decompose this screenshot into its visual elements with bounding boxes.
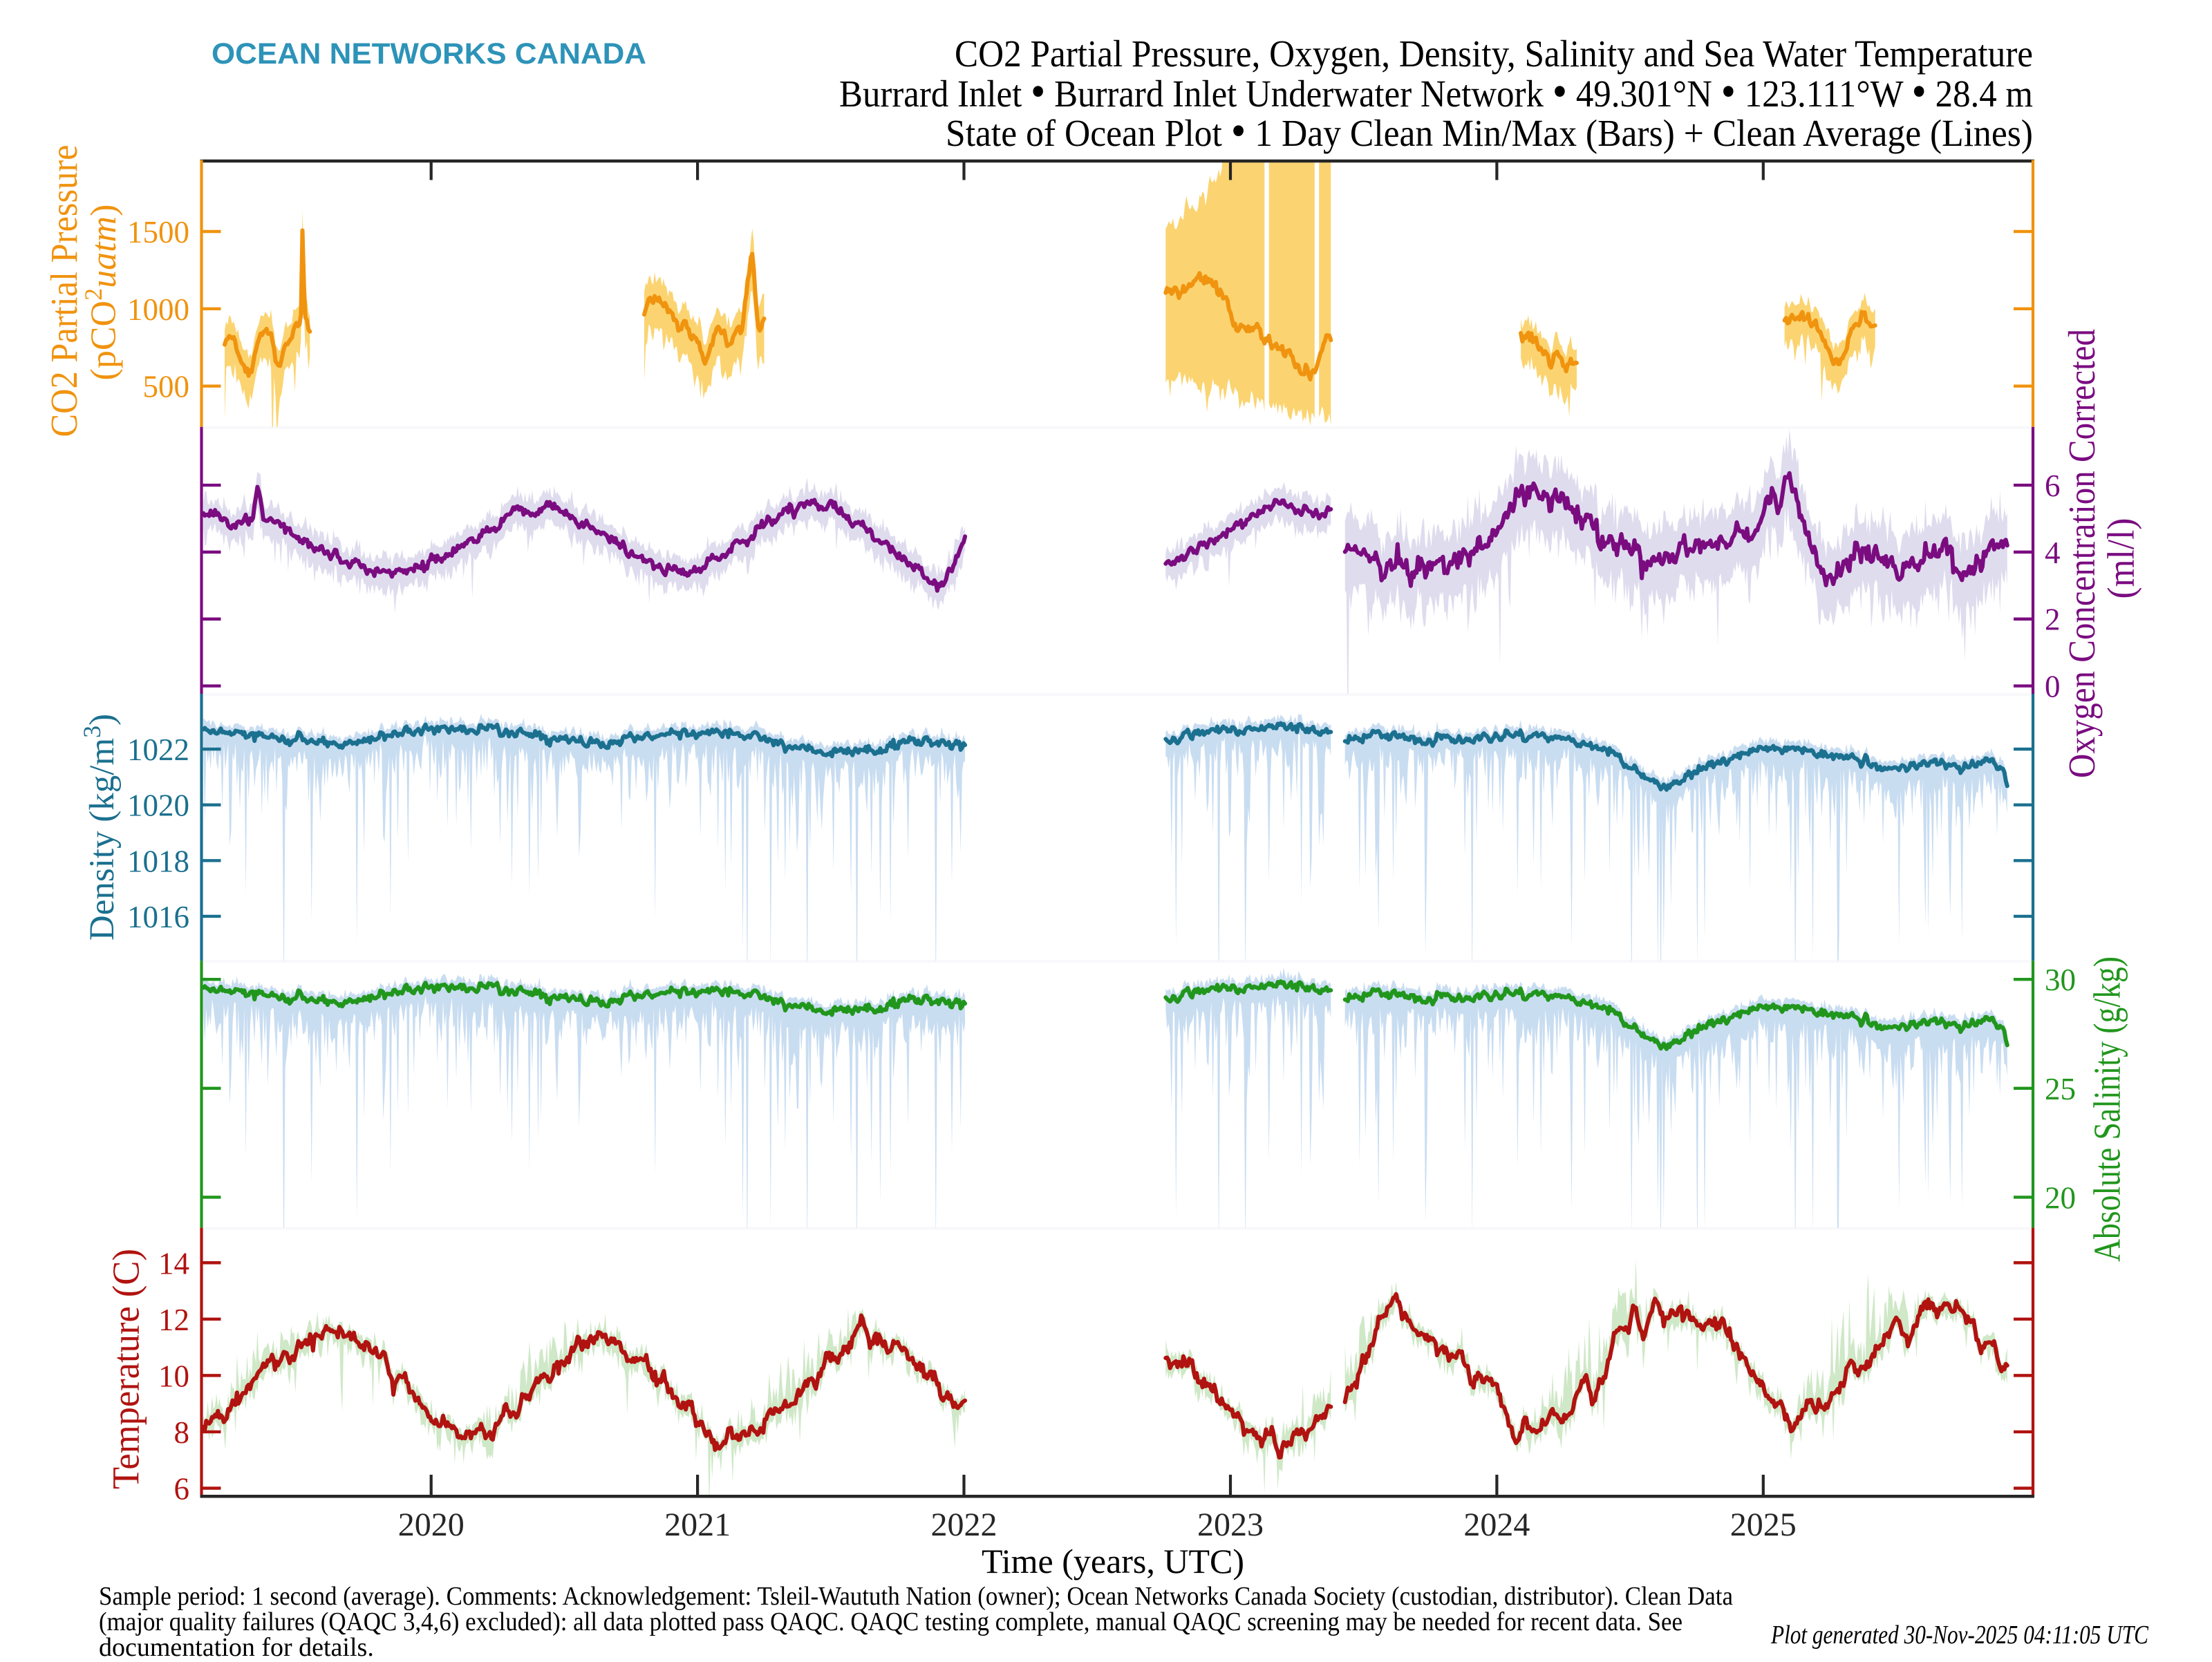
svg-text:Absolute Salinity (g/kg): Absolute Salinity (g/kg) — [2086, 956, 2128, 1262]
svg-text:Burrard Inlet • Burrard Inlet: Burrard Inlet • Burrard Inlet Underwater… — [839, 66, 2033, 117]
svg-text:6: 6 — [174, 1472, 190, 1507]
svg-text:2022: 2022 — [931, 1507, 997, 1543]
svg-text:CO2 Partial Pressure: CO2 Partial Pressure — [43, 145, 85, 437]
svg-text:12: 12 — [158, 1303, 189, 1337]
svg-text:0: 0 — [2045, 670, 2061, 704]
svg-text:2023: 2023 — [1197, 1507, 1264, 1543]
svg-text:10: 10 — [158, 1359, 189, 1393]
svg-text:Oxygen Concentration Corrected: Oxygen Concentration Corrected — [2061, 329, 2103, 778]
svg-text:1022: 1022 — [127, 733, 189, 767]
svg-text:State of Ocean Plot • 1 Day Cl: State of Ocean Plot • 1 Day Clean Min/Ma… — [946, 106, 2033, 156]
svg-text:1016: 1016 — [127, 900, 189, 934]
svg-text:1018: 1018 — [127, 844, 189, 878]
svg-text:Time (years, UTC): Time (years, UTC) — [982, 1542, 1244, 1580]
svg-text:30: 30 — [2045, 963, 2076, 997]
svg-text:1500: 1500 — [127, 215, 189, 249]
svg-text:25: 25 — [2045, 1072, 2076, 1106]
svg-text:CO2 Partial Pressure, Oxygen,: CO2 Partial Pressure, Oxygen, Density, S… — [955, 32, 2033, 75]
svg-text:1000: 1000 — [127, 292, 189, 327]
svg-text:2: 2 — [2045, 603, 2061, 637]
svg-text:500: 500 — [143, 370, 190, 404]
svg-text:2020: 2020 — [398, 1507, 465, 1543]
svg-text:(major quality failures (QAQC: (major quality failures (QAQC 3,4,6) exc… — [99, 1607, 1683, 1636]
svg-text:2021: 2021 — [664, 1507, 731, 1543]
svg-text:4: 4 — [2045, 536, 2061, 570]
svg-text:14: 14 — [158, 1246, 189, 1281]
svg-text:8: 8 — [174, 1415, 190, 1450]
svg-text:6: 6 — [2045, 469, 2061, 503]
svg-text:Density (kg/m3): Density (kg/m3) — [78, 714, 122, 941]
svg-text:1020: 1020 — [127, 788, 189, 823]
svg-text:OCEAN NETWORKS CANADA: OCEAN NETWORKS CANADA — [212, 37, 646, 70]
svg-text:Plot generated 30-Nov-2025 04:: Plot generated 30-Nov-2025 04:11:05 UTC — [1770, 1621, 2148, 1650]
svg-text:Temperature (C): Temperature (C) — [105, 1249, 147, 1489]
svg-text:20: 20 — [2045, 1180, 2076, 1215]
svg-text:2025: 2025 — [1730, 1507, 1797, 1543]
svg-text:2024: 2024 — [1463, 1507, 1530, 1543]
svg-text:Sample period: 1 second (avera: Sample period: 1 second (average). Comme… — [99, 1582, 1733, 1611]
svg-text:(ml/l): (ml/l) — [2100, 518, 2142, 599]
svg-text:documentation for details.: documentation for details. — [99, 1633, 374, 1659]
